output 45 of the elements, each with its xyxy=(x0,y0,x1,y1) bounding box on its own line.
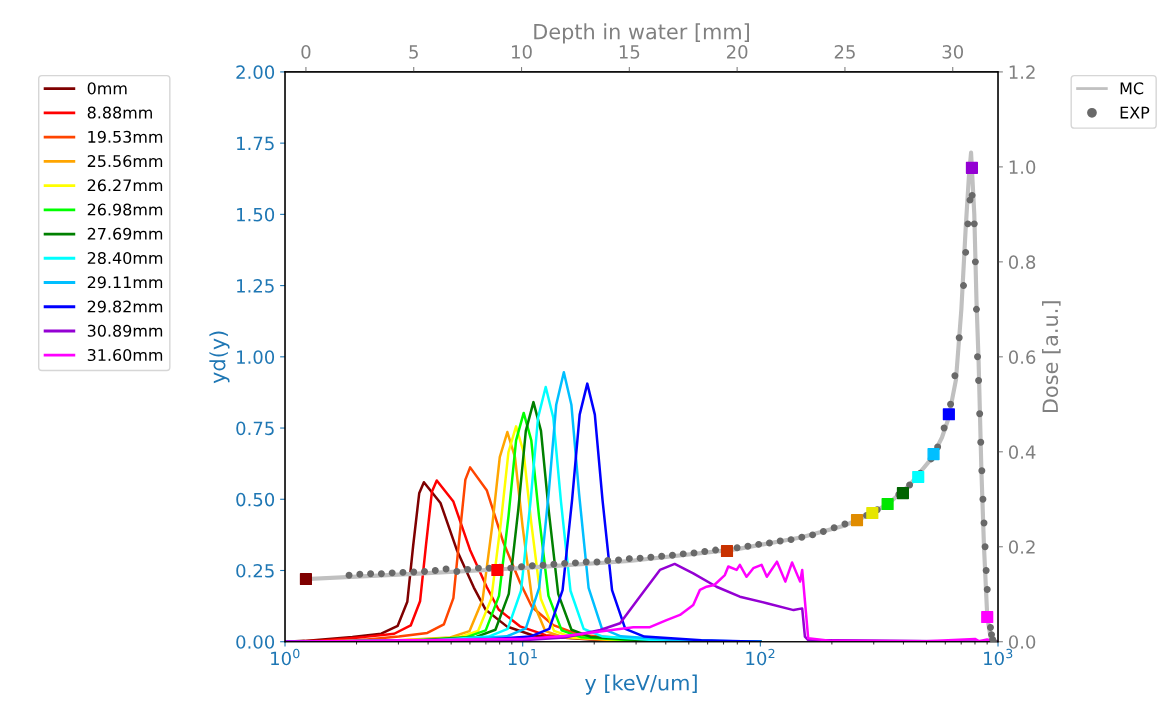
legend-label: 26.98mm xyxy=(87,203,163,216)
legend-label: MC xyxy=(1120,82,1144,95)
x-tick-label: 15 xyxy=(619,45,640,59)
x-tick-label: 10 xyxy=(512,45,532,59)
legend-label: 26.27mm xyxy=(87,179,163,192)
y-tick-label: 0.0 xyxy=(1008,635,1036,649)
x-tick-label: 25 xyxy=(834,45,855,59)
x-tick-label: 10$^{0}$ xyxy=(271,648,300,666)
x-axis-title: Depth in water [mm] xyxy=(534,23,749,44)
x-tick-label: 30 xyxy=(942,45,964,59)
x-tick-label: 10$^{2}$ xyxy=(746,648,775,666)
legend-label: 8.88mm xyxy=(87,106,152,119)
y-tick-label: 0.4 xyxy=(1008,445,1036,459)
y-tick-label: 0.2 xyxy=(1008,540,1035,554)
y-tick-label: 1.00 xyxy=(237,350,275,364)
y-tick-label: 1.0 xyxy=(1009,160,1036,174)
y-axis-title: Dose [a.u.] xyxy=(1042,301,1061,413)
y-tick-label: 1.25 xyxy=(237,279,274,293)
legend-label: EXP xyxy=(1120,106,1150,119)
legend-label: 31.60mm xyxy=(87,348,163,362)
x-axis-title: y [keV/um] xyxy=(585,674,697,695)
legend-label: 30.89mm xyxy=(87,324,163,337)
legend-label: 19.53mm xyxy=(88,130,163,143)
legend-label: 28.40mm xyxy=(87,252,163,265)
legend-label: 29.82mm xyxy=(87,300,163,313)
y-tick-label: 0.75 xyxy=(236,421,274,436)
y-tick-label: 1.75 xyxy=(237,136,274,151)
y-tick-label: 1.2 xyxy=(1009,65,1035,79)
y-tick-label: 1.50 xyxy=(237,207,275,222)
x-tick-label: 0 xyxy=(301,45,311,59)
y-tick-label: 0.00 xyxy=(236,635,275,649)
x-tick-label: 10$^{1}$ xyxy=(508,648,537,666)
x-tick-label: 10$^{3}$ xyxy=(984,648,1013,666)
y-axis-title: yd(y) xyxy=(209,331,230,384)
y-tick-label: 0.50 xyxy=(236,492,275,507)
y-tick-label: 0.6 xyxy=(1008,350,1036,364)
legend-label: 27.69mm xyxy=(87,227,163,240)
y-tick-label: 2.00 xyxy=(236,65,275,80)
legend-label: 29.11mm xyxy=(87,276,163,289)
legend-label: 25.56mm xyxy=(87,155,163,168)
y-tick-label: 0.25 xyxy=(236,563,274,578)
legend-label: 0mm xyxy=(87,82,127,95)
x-tick-label: 5 xyxy=(409,45,418,59)
y-tick-label: 0.8 xyxy=(1008,255,1036,269)
x-tick-label: 20 xyxy=(726,45,748,59)
